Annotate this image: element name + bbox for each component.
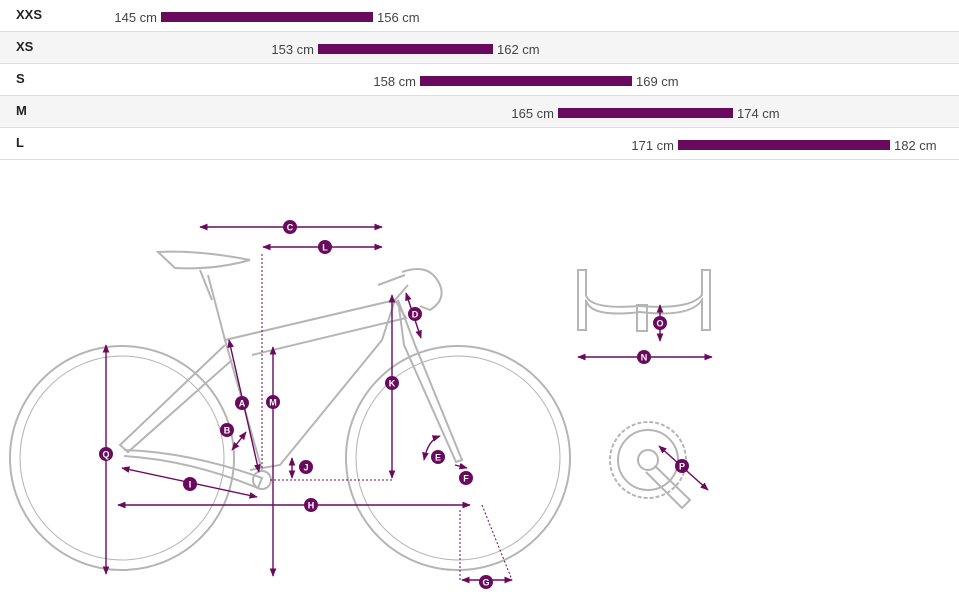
seat-tube <box>207 274 263 471</box>
front-wheel-rim <box>355 355 561 561</box>
svg-text:I: I <box>189 480 192 490</box>
min-height: 165 cm <box>511 106 554 121</box>
label-e: E <box>431 450 445 464</box>
size-row-l: L 171 cm 182 cm <box>0 128 959 160</box>
top-tube <box>224 298 408 356</box>
height-range: 153 cm 162 cm <box>271 32 539 63</box>
svg-text:L: L <box>322 243 328 253</box>
label-b: B <box>220 423 234 437</box>
bike-geometry-diagram: C L A B D E F G H I J K M Q N O P <box>9 220 713 589</box>
range-bar <box>161 12 373 22</box>
size-row-m: M 165 cm 174 cm <box>0 96 959 128</box>
label-a: A <box>235 396 249 410</box>
label-d: D <box>408 307 422 321</box>
min-height: 145 cm <box>114 10 157 25</box>
svg-text:E: E <box>435 453 441 463</box>
max-height: 169 cm <box>636 74 679 89</box>
rear-wheel <box>9 345 235 571</box>
svg-text:M: M <box>269 398 277 408</box>
svg-text:P: P <box>679 462 685 472</box>
label-c: C <box>283 220 297 234</box>
svg-text:H: H <box>308 501 315 511</box>
svg-text:K: K <box>389 379 396 389</box>
label-h: H <box>304 498 318 512</box>
svg-text:A: A <box>239 399 246 409</box>
min-height: 158 cm <box>373 74 416 89</box>
height-range: 165 cm 174 cm <box>511 96 779 127</box>
size-row-s: S 158 cm 169 cm <box>0 64 959 96</box>
max-height: 162 cm <box>497 42 540 57</box>
svg-text:F: F <box>463 474 469 484</box>
size-label: XS <box>16 39 34 54</box>
handlebar-illustration <box>577 269 711 332</box>
fork <box>397 299 464 464</box>
stem <box>377 274 406 286</box>
svg-text:C: C <box>287 223 294 233</box>
label-l: L <box>318 240 332 254</box>
svg-text:O: O <box>656 319 663 329</box>
svg-text:B: B <box>224 426 231 436</box>
label-i: I <box>183 477 197 491</box>
label-f: F <box>459 471 473 485</box>
down-tube <box>249 299 396 471</box>
front-wheel <box>345 345 571 571</box>
svg-text:D: D <box>412 310 419 320</box>
svg-text:J: J <box>303 463 308 473</box>
size-label: XXS <box>16 7 43 22</box>
max-height: 174 cm <box>737 106 780 121</box>
guide-lines <box>261 254 513 581</box>
min-height: 171 cm <box>631 138 674 153</box>
height-range: 171 cm 182 cm <box>631 128 936 159</box>
size-label: M <box>16 103 27 118</box>
label-p: P <box>675 459 689 473</box>
min-height: 153 cm <box>271 42 314 57</box>
height-range: 158 cm 169 cm <box>373 64 678 95</box>
label-k: K <box>385 376 399 390</box>
svg-text:G: G <box>482 578 489 588</box>
range-bar <box>420 76 632 86</box>
label-q: Q <box>99 447 113 461</box>
svg-text:N: N <box>641 353 648 363</box>
rear-wheel-rim <box>19 355 225 561</box>
size-label: L <box>16 135 24 150</box>
max-height: 156 cm <box>377 10 420 25</box>
label-n: N <box>637 350 651 364</box>
label-g: G <box>479 575 493 589</box>
saddle <box>155 250 251 270</box>
label-m: M <box>266 395 280 409</box>
dimension-labels: C L A B D E F G H I J K M Q N O P <box>99 220 689 589</box>
chain-stay <box>123 449 264 490</box>
seat-post <box>199 269 213 301</box>
size-label: S <box>16 71 25 86</box>
label-o: O <box>653 316 667 330</box>
size-chart: XXS 145 cm 156 cm XS 153 cm 162 cm S 158… <box>0 0 959 160</box>
size-row-xxs: XXS 145 cm 156 cm <box>0 0 959 32</box>
max-height: 182 cm <box>894 138 937 153</box>
bike-illustration <box>9 250 571 571</box>
handlebar <box>401 268 443 312</box>
svg-text:Q: Q <box>102 450 109 460</box>
range-bar <box>678 140 890 150</box>
label-j: J <box>299 460 313 474</box>
head-tube <box>394 284 409 301</box>
range-bar <box>558 108 733 118</box>
size-row-xs: XS 153 cm 162 cm <box>0 32 959 64</box>
height-range: 145 cm 156 cm <box>114 0 419 31</box>
seat-stay <box>118 344 233 454</box>
range-bar <box>318 44 493 54</box>
